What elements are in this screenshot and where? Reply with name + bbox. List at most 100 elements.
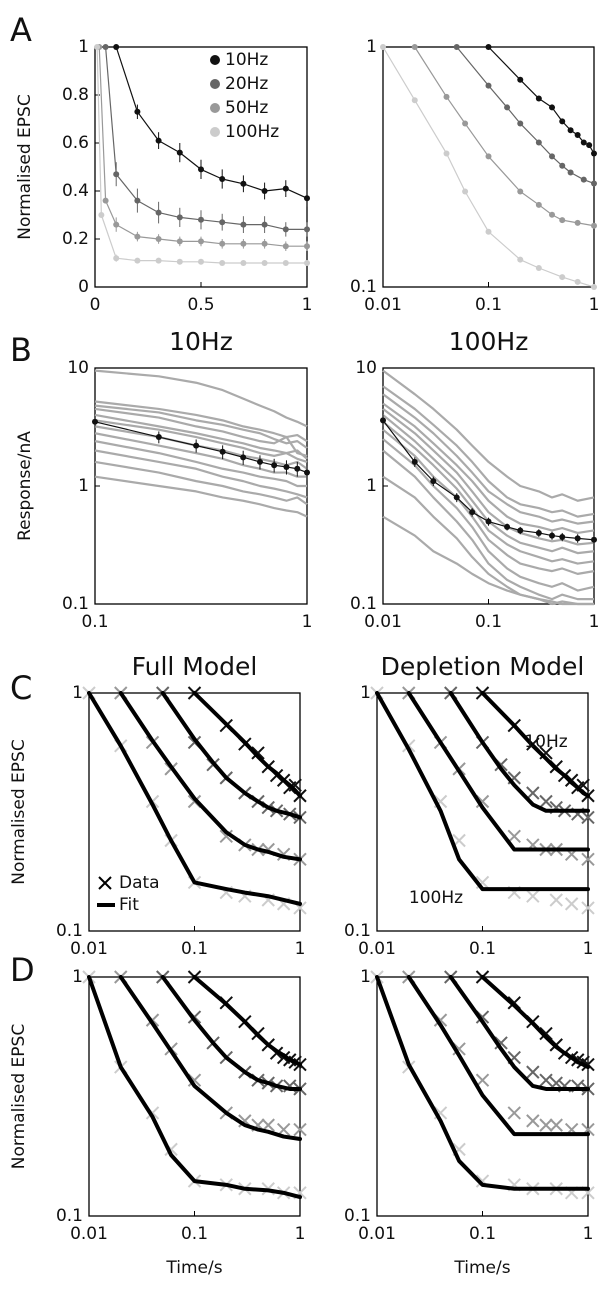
data-point <box>535 529 542 536</box>
y-tick-label: 0.6 <box>62 133 89 153</box>
series-line <box>94 419 308 463</box>
data-point <box>485 44 492 50</box>
series-line <box>94 369 308 428</box>
fit-line <box>375 691 590 892</box>
data-point <box>240 454 247 461</box>
series-line <box>382 515 594 606</box>
x-tick-label: 0.1 <box>469 1224 496 1244</box>
chart-title: Full Model <box>132 652 258 681</box>
y-tick-label: 1 <box>78 476 89 496</box>
data-point <box>535 201 542 208</box>
data-point <box>443 150 450 157</box>
panel: 0 0.5 1 0 0.2 0.4 0.6 0.8 1 Normalised EPSC 10Hz 20… <box>15 37 312 315</box>
data-point <box>462 188 469 195</box>
data-point <box>304 260 310 266</box>
series-line <box>94 460 308 506</box>
data-point <box>580 176 587 183</box>
data-point <box>549 211 556 218</box>
data-point <box>134 233 141 240</box>
data-point <box>591 180 597 187</box>
annotation: 100Hz <box>409 888 463 908</box>
y-tick-label: 0.1 <box>56 921 83 941</box>
chart-title: 10Hz <box>169 327 233 356</box>
data-point <box>193 442 200 449</box>
data-point <box>176 149 183 156</box>
series-line <box>94 475 308 518</box>
series-line <box>98 46 307 247</box>
y-tick-label: 0.1 <box>62 594 89 614</box>
fit-line <box>87 975 302 1200</box>
data-point <box>574 219 581 226</box>
data-point <box>219 219 226 226</box>
series-line <box>382 385 595 518</box>
x-tick-label: 1 <box>302 295 313 315</box>
data-point <box>134 197 141 204</box>
data-point <box>574 535 581 542</box>
x-tick-label: 1 <box>589 612 600 632</box>
x-tick-label: 0.1 <box>181 1224 208 1244</box>
data-point <box>240 260 247 266</box>
data-point <box>261 188 268 194</box>
data-point <box>155 236 162 242</box>
data-point <box>155 209 162 216</box>
fit-line <box>118 975 302 1141</box>
data-cross <box>507 1106 521 1120</box>
data-point <box>219 176 226 182</box>
data-point <box>283 463 290 470</box>
data-point <box>517 188 524 195</box>
fit-line <box>480 975 590 1070</box>
series-line <box>94 407 308 457</box>
legend-label: Data <box>119 873 160 893</box>
data-point <box>443 93 450 100</box>
data-point <box>113 44 120 50</box>
data-point <box>94 44 101 50</box>
series-line <box>94 449 308 499</box>
data-point <box>92 418 98 425</box>
data-point <box>485 153 492 160</box>
data-cross <box>293 1122 307 1137</box>
series-line <box>382 393 595 525</box>
panel-label: D <box>10 951 35 989</box>
data-cross <box>251 746 265 760</box>
data-point <box>517 256 524 263</box>
x-tick-label: 0 <box>90 295 101 315</box>
y-tick-label: 10 <box>355 358 377 378</box>
data-point <box>282 243 289 250</box>
data-cross <box>475 794 490 809</box>
series-line <box>94 432 307 478</box>
panel: 0.01 0.1 10.11 <box>350 37 599 315</box>
legend-label: 50Hz <box>225 98 268 118</box>
data-cross <box>219 829 233 843</box>
data-point <box>567 169 574 176</box>
x-tick-label: 1 <box>589 295 600 315</box>
x-tick-label: 0.01 <box>358 939 396 959</box>
fit-line <box>192 691 302 798</box>
data-cross <box>549 893 563 907</box>
data-point <box>580 139 587 146</box>
data-cross <box>452 1042 466 1056</box>
y-axis-label: Normalised EPSC <box>15 94 35 239</box>
data-point <box>261 240 268 247</box>
series-line <box>414 46 595 227</box>
data-point <box>240 240 247 247</box>
fit-line <box>160 975 302 1091</box>
data-point <box>294 465 301 472</box>
data-point <box>219 448 226 455</box>
legend-marker <box>98 876 112 890</box>
series-line <box>94 440 307 488</box>
series-line <box>94 413 308 460</box>
data-point <box>198 238 204 245</box>
y-tick-label: 10 <box>67 358 89 378</box>
data-point <box>535 95 542 102</box>
data-point <box>198 258 204 265</box>
data-point <box>549 153 556 160</box>
legend-marker <box>210 55 220 65</box>
x-tick-label: 0.1 <box>181 939 208 959</box>
legend-marker <box>210 79 220 89</box>
x-tick-label: 1 <box>583 1224 594 1244</box>
fit-line <box>192 975 302 1067</box>
data-cross <box>581 852 595 867</box>
